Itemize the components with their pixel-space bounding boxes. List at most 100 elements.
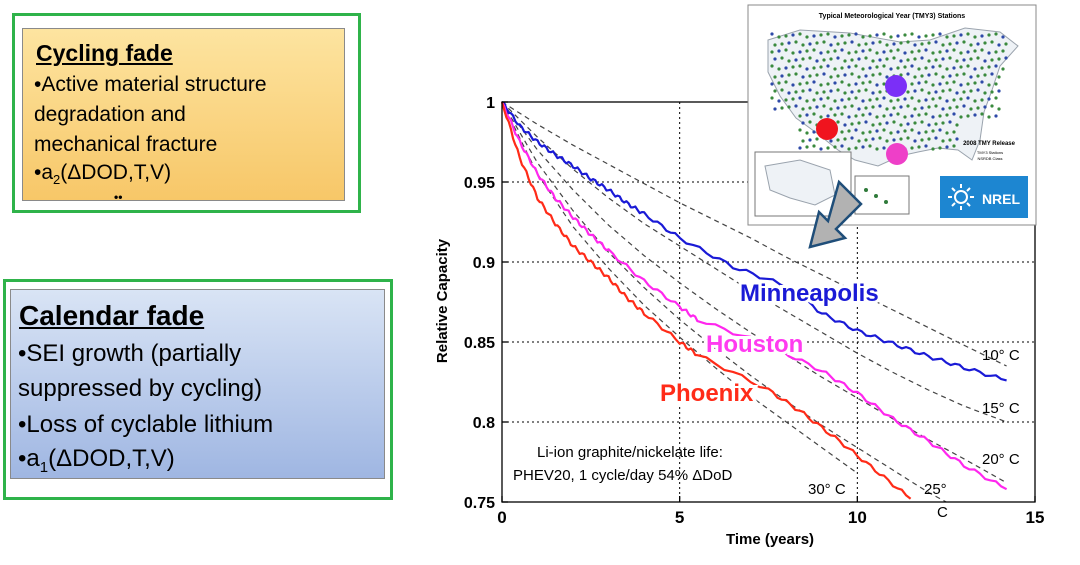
station-dot — [805, 81, 809, 85]
station-dot — [847, 97, 851, 101]
station-dot — [987, 65, 991, 69]
station-dot — [861, 113, 865, 117]
station-dot — [941, 107, 945, 111]
x-tick-label: 0 — [497, 508, 506, 527]
station-dot — [791, 83, 795, 87]
station-dot — [969, 43, 973, 47]
cycling-fade-title: Cycling fade — [36, 40, 173, 66]
station-dot — [843, 105, 847, 109]
station-dot — [987, 97, 991, 101]
y-tick-label: 0.9 — [473, 255, 495, 272]
station-dot — [983, 41, 987, 45]
station-dot — [931, 51, 935, 55]
station-dot — [878, 72, 882, 76]
station-dot — [892, 138, 896, 142]
station-dot — [896, 112, 900, 116]
station-dot — [864, 56, 868, 60]
station-dot — [987, 83, 991, 87]
station-dot — [875, 51, 879, 55]
station-dot — [871, 123, 875, 127]
station-dot — [847, 83, 851, 87]
station-dot — [920, 56, 924, 60]
station-dot — [791, 51, 795, 55]
station-dot — [840, 98, 844, 102]
station-dot — [784, 98, 788, 102]
hawaii-inset — [854, 175, 910, 215]
station-dot — [903, 115, 907, 119]
station-dot — [812, 130, 816, 134]
station-dot — [994, 96, 998, 100]
station-dot — [822, 40, 826, 44]
calendar-fade-title: Calendar fade — [19, 300, 205, 331]
temp-label-15c: 15° C — [982, 400, 1020, 417]
station-dot — [794, 58, 798, 62]
reference-curve — [501, 101, 1007, 484]
station-dot — [861, 99, 865, 103]
station-dot — [973, 113, 977, 117]
station-dot — [780, 74, 784, 78]
station-dot — [780, 56, 784, 60]
station-dot — [777, 67, 781, 71]
station-dot — [829, 139, 833, 143]
station-dot — [917, 145, 921, 149]
station-dot — [861, 35, 865, 39]
x-tick-label: 5 — [675, 508, 684, 527]
station-dot — [805, 145, 809, 149]
station-dot — [854, 50, 858, 54]
station-dot — [917, 35, 921, 39]
station-dot — [864, 138, 868, 142]
station-dot — [906, 104, 910, 108]
station-dot — [847, 51, 851, 55]
station-dot — [997, 89, 1001, 93]
station-dot — [871, 73, 875, 77]
station-dot — [840, 144, 844, 148]
station-dot — [861, 145, 865, 149]
station-dot — [875, 129, 879, 133]
station-dot — [812, 98, 816, 102]
station-dot — [931, 97, 935, 101]
station-dot — [822, 90, 826, 94]
station-dot — [878, 40, 882, 44]
station-dot — [910, 146, 914, 150]
label-minneapolis: Minneapolis — [740, 280, 879, 307]
x-tick-label: 15 — [1026, 508, 1045, 527]
station-dot — [997, 75, 1001, 79]
station-dot — [819, 65, 823, 69]
cycling-fade-box — [22, 28, 345, 201]
station-dot — [794, 40, 798, 44]
station-dot — [952, 48, 956, 52]
station-dot — [819, 115, 823, 119]
station-dot — [948, 74, 952, 78]
station-dot — [899, 59, 903, 63]
calendar-fade-line: •Loss of cyclable lithium — [18, 411, 274, 438]
station-dot — [976, 106, 980, 110]
station-dot — [892, 120, 896, 124]
station-dot — [910, 32, 914, 36]
station-dot — [966, 82, 970, 86]
station-dot — [801, 75, 805, 79]
station-dot — [931, 65, 935, 69]
station-dot — [980, 34, 984, 38]
station-dot — [885, 43, 889, 47]
map-legend-sub1: TMY3 Stations — [977, 150, 1003, 155]
station-dot — [868, 112, 872, 116]
calendar-fade-line: suppressed by cycling) — [18, 375, 263, 402]
station-dot — [906, 136, 910, 140]
station-dot — [805, 113, 809, 117]
station-dot — [815, 73, 819, 77]
station-dot — [892, 42, 896, 46]
station-dot — [983, 91, 987, 95]
station-dot — [987, 115, 991, 119]
station-dot — [861, 81, 865, 85]
station-dot — [798, 32, 802, 36]
station-dot — [896, 34, 900, 38]
station-dot — [920, 120, 924, 124]
station-dot — [1004, 42, 1008, 46]
axis-ticks: 0 5 10 15 0.75 0.8 0.85 0.9 0.95 1 — [464, 95, 1045, 527]
station-dot — [931, 129, 935, 133]
station-dot — [784, 80, 788, 84]
station-dot — [938, 32, 942, 36]
station-dot — [833, 49, 837, 53]
station-dot — [990, 90, 994, 94]
station-dot — [798, 96, 802, 100]
